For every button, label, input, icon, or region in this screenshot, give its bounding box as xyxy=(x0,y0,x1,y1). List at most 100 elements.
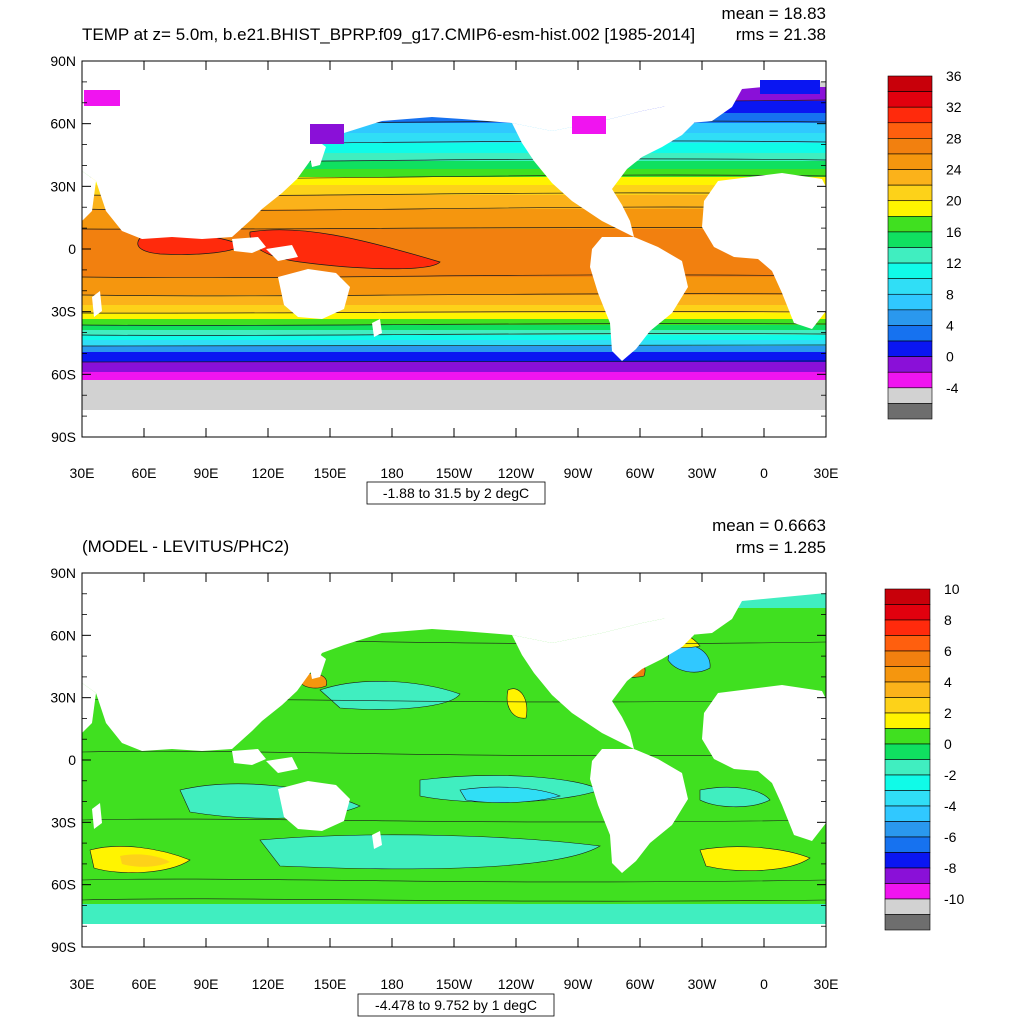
colorbar-swatch xyxy=(887,75,933,92)
colorbar-label: 36 xyxy=(946,68,962,84)
lon-tick-label: 90W xyxy=(564,976,594,992)
lon-tick-label: 60E xyxy=(132,465,157,481)
lon-tick-label: 30E xyxy=(70,976,95,992)
colorbar-label: -8 xyxy=(944,860,957,876)
colorbar-swatch xyxy=(884,836,931,853)
lon-tick-label: 150E xyxy=(314,465,347,481)
lat-tick-label: 30S xyxy=(51,304,76,320)
lat-tick-label: 90S xyxy=(51,939,76,955)
lat-tick-label: 30N xyxy=(50,690,76,706)
colorbar-swatch xyxy=(887,403,933,420)
bottom-colorbar: 10 8 6 4 2 0 -2 -4 -6 -8 -10 xyxy=(884,581,964,931)
colorbar-label: 10 xyxy=(944,581,960,597)
lon-tick-label: 30E xyxy=(70,465,95,481)
top-range-label: -1.88 to 31.5 by 2 degC xyxy=(383,485,529,501)
colorbar-label: -4 xyxy=(946,380,959,396)
lat-tick-label: 60N xyxy=(50,116,76,132)
colorbar-label: -6 xyxy=(944,829,957,845)
colorbar-swatch xyxy=(887,278,933,295)
lon-tick-label: 90E xyxy=(194,465,219,481)
colorbar-swatch xyxy=(887,371,933,389)
colorbar-swatch xyxy=(887,293,933,311)
lat-tick-label: 90N xyxy=(50,565,76,581)
lon-tick-label: 90E xyxy=(194,976,219,992)
colorbar-swatch xyxy=(884,666,931,683)
colorbar-label: 12 xyxy=(946,255,962,271)
lon-tick-label: 120E xyxy=(252,465,285,481)
colorbar-swatch xyxy=(887,122,933,139)
colorbar-swatch xyxy=(884,650,931,667)
lat-tick-label: 60S xyxy=(51,877,76,893)
colorbar-label: -10 xyxy=(944,891,964,907)
colorbar-label: 0 xyxy=(944,736,952,752)
lon-tick-label: 150E xyxy=(314,976,347,992)
lat-tick-label: 90N xyxy=(50,53,76,69)
colorbar-label: 2 xyxy=(944,705,952,721)
lon-tick-label: 60E xyxy=(132,976,157,992)
lat-tick-label: 0 xyxy=(68,241,76,257)
lat-tick-label: 60N xyxy=(50,627,76,643)
top-range-box xyxy=(366,481,546,505)
colorbar-swatch xyxy=(887,340,933,357)
lon-tick-label: 150W xyxy=(436,976,473,992)
colorbar-label: 6 xyxy=(944,643,952,659)
colorbar-swatch xyxy=(884,805,931,822)
colorbar-label: -4 xyxy=(944,798,957,814)
colorbar-swatch xyxy=(887,216,933,233)
lon-tick-label: 180 xyxy=(380,976,404,992)
lon-tick-label: 180 xyxy=(380,465,404,481)
lon-tick-label: 30W xyxy=(688,465,718,481)
colorbar-swatch xyxy=(884,898,931,915)
colorbar-label: 32 xyxy=(946,99,962,115)
top-panel: TEMP at z= 5.0m, b.e21.BHIST_BPRP.f09_g1… xyxy=(50,4,962,505)
lon-tick-label: 120W xyxy=(498,976,535,992)
lat-tick-label: 30S xyxy=(51,814,76,830)
colorbar-swatch xyxy=(887,153,933,170)
lon-tick-label: 0 xyxy=(760,465,768,481)
bottom-axis-ticks: 90N 60N 30N 0 30S 60S 90S 30E 60E 90E 120E 150E 180 1… xyxy=(50,565,838,992)
colorbar-swatch xyxy=(884,619,931,636)
colorbar-swatch xyxy=(884,790,931,807)
colorbar-swatch xyxy=(884,867,931,884)
colorbar-swatch xyxy=(884,681,931,698)
colorbar-swatch xyxy=(884,635,931,652)
lon-tick-label: 120E xyxy=(252,976,285,992)
lat-tick-label: 90S xyxy=(51,429,76,445)
colorbar-swatch xyxy=(887,387,933,404)
colorbar-label: -2 xyxy=(944,767,957,783)
colorbar-swatch xyxy=(887,138,933,155)
bottom-range-box xyxy=(357,993,555,1017)
colorbar-swatch xyxy=(884,821,931,838)
colorbar-swatch xyxy=(884,712,931,729)
top-rms: rms = 21.38 xyxy=(736,25,826,44)
colorbar-swatch xyxy=(887,91,933,108)
lon-tick-label: 30E xyxy=(814,465,839,481)
lon-tick-label: 150W xyxy=(436,465,473,481)
lon-tick-label: 30E xyxy=(814,976,839,992)
colorbar-swatch xyxy=(887,325,933,342)
colorbar-swatch xyxy=(887,184,933,202)
colorbar-swatch xyxy=(887,200,933,217)
bottom-mean: mean = 0.6663 xyxy=(712,516,826,535)
top-map-field xyxy=(82,61,826,437)
bottom-rms: rms = 1.285 xyxy=(736,538,826,557)
colorbar-swatch xyxy=(884,914,931,931)
lon-tick-label: 120W xyxy=(498,465,535,481)
colorbar-label: 20 xyxy=(946,193,962,209)
bottom-title: (MODEL - LEVITUS/PHC2) xyxy=(82,537,289,556)
colorbar-swatch xyxy=(887,309,933,326)
bottom-panel: (MODEL - LEVITUS/PHC2) mean = 0.6663 rms… xyxy=(50,516,964,1017)
colorbar-swatch xyxy=(887,262,933,279)
lat-tick-label: 60S xyxy=(51,366,76,382)
colorbar-swatch xyxy=(884,697,931,714)
colorbar-swatch xyxy=(884,852,931,869)
bottom-map-field xyxy=(82,573,826,947)
lat-tick-label: 30N xyxy=(50,178,76,194)
colorbar-label: 8 xyxy=(944,612,952,628)
colorbar-swatch xyxy=(884,774,931,791)
colorbar-swatch xyxy=(887,106,933,124)
colorbar-swatch xyxy=(884,759,931,776)
colorbar-swatch xyxy=(884,728,931,745)
colorbar-swatch xyxy=(884,883,931,900)
